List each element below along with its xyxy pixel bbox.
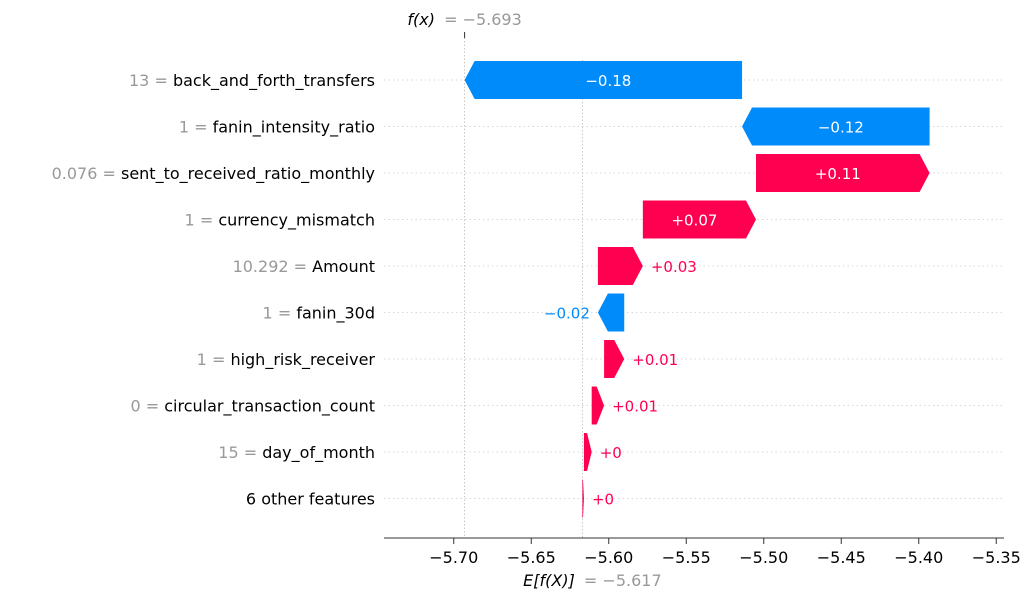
feature-name: sent_to_received_ratio_monthly [121, 164, 375, 184]
x-tick-label: −5.45 [817, 548, 866, 567]
feature-value: 1 = [185, 211, 219, 230]
bar-value-label: +0 [592, 491, 614, 509]
ex-symbol: E[f(X)] [523, 571, 575, 590]
row-labels: 13 = back_and_forth_transfers 1 = fanin_i… [52, 71, 376, 509]
bars: −0.18 −0.12 +0.11 +0.07 +0.03 −0.02 +0.01 +0.01… [464, 61, 930, 518]
x-tick-label: −5.50 [739, 548, 788, 567]
bar-value-label: +0.03 [651, 258, 697, 276]
feature-label: 15 = day_of_month [218, 443, 375, 463]
feature-name: currency_mismatch [218, 211, 375, 231]
feature-name: 6 other features [246, 490, 375, 509]
bar-4 [642, 200, 756, 239]
feature-label: 0 = circular_transaction_count [130, 397, 375, 417]
feature-name: fanin_intensity_ratio [213, 118, 375, 138]
feature-value: 1 = [179, 118, 213, 137]
fx-label: f(x) = −5.693 [407, 10, 521, 29]
bar-value-label: +0.01 [612, 398, 658, 416]
bar-9 [583, 433, 592, 471]
x-tick-label: −5.40 [894, 548, 943, 567]
feature-name: fanin_30d [296, 304, 375, 324]
feature-value: 0.076 = [52, 164, 121, 183]
feature-label: 0.076 = sent_to_received_ratio_monthly [52, 164, 375, 184]
bar-6 [597, 293, 625, 332]
feature-name: back_and_forth_transfers [173, 71, 375, 91]
bar-5 [597, 247, 643, 285]
fx-symbol: f(x) [407, 10, 435, 29]
feature-label: 13 = back_and_forth_transfers [129, 71, 375, 91]
bar-value-label: −0.02 [544, 305, 590, 323]
feature-name: circular_transaction_count [164, 397, 375, 417]
ex-value: = −5.617 [584, 571, 662, 590]
reference-lines [464, 32, 583, 538]
feature-value: 13 = [129, 71, 173, 90]
fx-value: = −5.693 [444, 10, 522, 29]
feature-label: 1 = currency_mismatch [185, 211, 375, 231]
feature-value: 10.292 = [233, 257, 313, 276]
bar-value-label: −0.12 [818, 119, 864, 137]
x-tick-label: −5.60 [584, 548, 633, 567]
x-axis: −5.70 −5.65 −5.60 −5.55 −5.50 −5.45 −5.40 −5.35 [384, 537, 1021, 567]
feature-label: 10.292 = Amount [233, 257, 375, 276]
bar-2 [742, 107, 930, 146]
bar-10 [582, 479, 584, 518]
feature-label: 1 = high_risk_receiver [197, 350, 376, 370]
bar-3 [756, 154, 930, 192]
feature-label: 1 = fanin_30d [263, 304, 375, 324]
feature-value: 1 = [263, 304, 297, 323]
x-tick-label: −5.35 [972, 548, 1021, 567]
bar-1 [464, 61, 743, 99]
ex-label: E[f(X)] = −5.617 [523, 571, 661, 590]
bar-value-label: +0.07 [671, 212, 717, 230]
bar-value-label: +0 [600, 444, 622, 462]
x-tick-label: −5.65 [507, 548, 556, 567]
feature-name: high_risk_receiver [230, 350, 375, 370]
feature-name: Amount [312, 257, 375, 276]
bar-value-label: +0.11 [815, 165, 861, 183]
x-tick-label: −5.55 [662, 548, 711, 567]
feature-label: 1 = fanin_intensity_ratio [179, 118, 375, 138]
feature-value: 1 = [197, 350, 231, 369]
x-tick-label: −5.70 [429, 548, 478, 567]
bar-7 [604, 340, 625, 378]
feature-value: 0 = [130, 397, 164, 416]
feature-value: 15 = [218, 443, 262, 462]
bar-8 [591, 386, 605, 425]
bar-value-label: −0.18 [585, 72, 631, 90]
feature-name: day_of_month [262, 443, 375, 463]
bar-value-label: +0.01 [632, 351, 678, 369]
feature-label: 6 other features [246, 490, 375, 509]
